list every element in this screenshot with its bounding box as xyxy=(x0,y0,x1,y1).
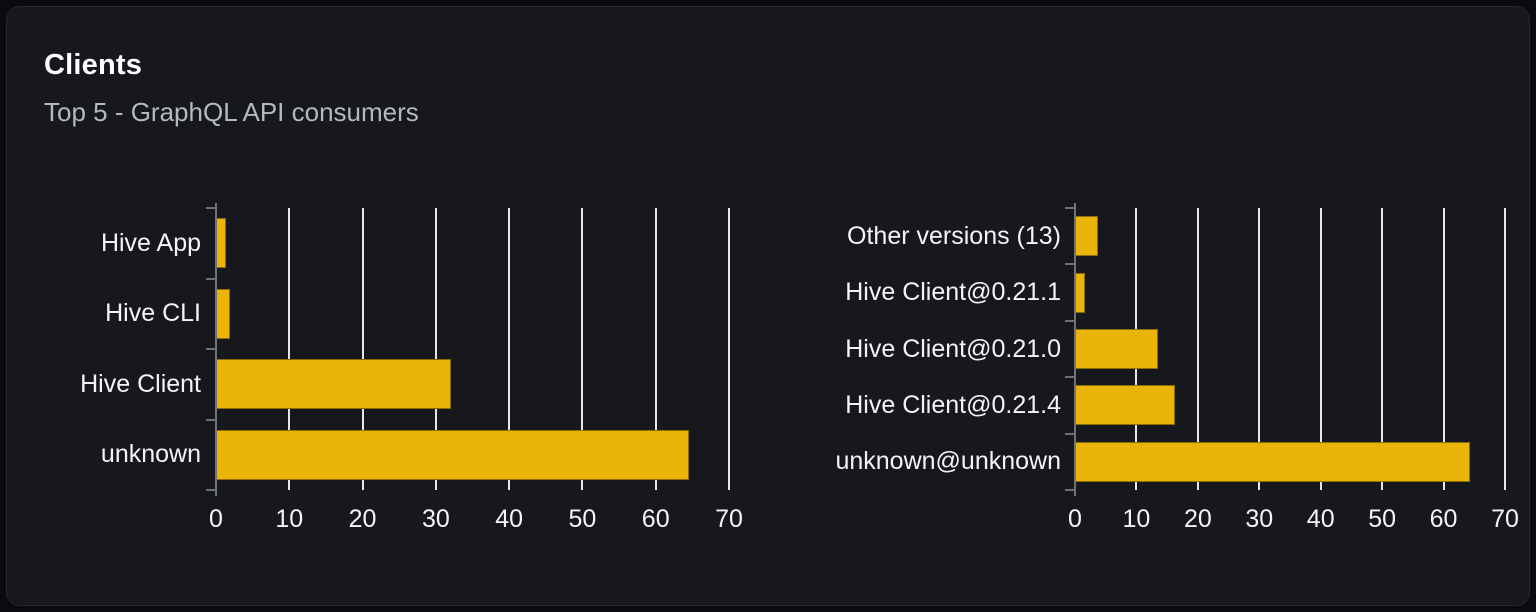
bar[interactable] xyxy=(216,218,226,269)
x-tick-label: 10 xyxy=(275,505,304,533)
x-tick-label: 10 xyxy=(1122,505,1151,533)
gridline xyxy=(728,208,730,490)
gridline xyxy=(1442,208,1445,490)
x-tick-label: 70 xyxy=(1491,505,1519,533)
card-header: Clients Top 5 - GraphQL API consumers xyxy=(44,49,419,128)
axis-tick xyxy=(1065,319,1075,322)
bar[interactable] xyxy=(1075,272,1086,313)
card-subtitle: Top 5 - GraphQL API consumers xyxy=(44,97,419,127)
category-label: Hive Client xyxy=(80,369,201,398)
bar[interactable] xyxy=(216,359,451,410)
axis-tick xyxy=(206,489,216,491)
x-tick-label: 50 xyxy=(568,505,597,533)
x-tick-label: 40 xyxy=(495,505,524,533)
x-tick-label: 60 xyxy=(1429,505,1458,533)
x-tick-label: 0 xyxy=(209,505,223,533)
gridline xyxy=(288,208,291,490)
bar[interactable] xyxy=(1075,329,1158,369)
card-title: Clients xyxy=(44,49,143,81)
clients-card: Clients Top 5 - GraphQL API consumers Hi… xyxy=(6,6,1530,606)
category-label: Hive Client@0.21.1 xyxy=(845,278,1061,307)
category-label: Hive Client@0.21.4 xyxy=(845,390,1061,419)
x-tick-label: 40 xyxy=(1306,505,1335,533)
category-label: Hive App xyxy=(100,228,201,257)
bar[interactable] xyxy=(1075,385,1176,426)
y-axis-line xyxy=(1074,203,1076,496)
axis-tick xyxy=(1065,376,1075,379)
category-label: Other versions (13) xyxy=(847,221,1061,250)
x-tick-label: 60 xyxy=(641,505,670,533)
x-tick-label: 0 xyxy=(1068,505,1082,533)
x-tick-label: 70 xyxy=(715,505,743,533)
gridline xyxy=(434,208,437,490)
category-label: Hive CLI xyxy=(105,299,201,328)
x-tick-label: 30 xyxy=(1245,505,1274,533)
axis-tick xyxy=(206,277,216,280)
x-tick-label: 30 xyxy=(421,505,450,533)
bar-chart-client-versions: Other versions (13) Hive Client@0.21.1 Hiv… xyxy=(835,203,1519,532)
axis-tick xyxy=(206,207,216,209)
gridline xyxy=(1319,208,1322,490)
bar[interactable] xyxy=(216,429,689,480)
plot-area: 0 10 20 30 40 50 60 70 xyxy=(1065,203,1519,532)
bar-chart-clients: Hive App Hive CLI Hive Client unknown 0 10 20 3… xyxy=(77,203,743,532)
x-tick-label: 50 xyxy=(1368,505,1397,533)
gridline xyxy=(654,208,657,490)
axis-tick xyxy=(206,348,216,350)
x-tick-label: 20 xyxy=(1183,505,1212,533)
axis-tick xyxy=(1065,489,1075,491)
bar[interactable] xyxy=(1075,441,1470,482)
gridline xyxy=(1196,208,1199,490)
category-label: Hive Client@0.21.0 xyxy=(845,334,1061,363)
axis-tick xyxy=(1065,207,1075,209)
category-label: unknown xyxy=(100,440,201,469)
gridline xyxy=(1381,208,1384,490)
x-tick-label: 20 xyxy=(348,505,377,533)
x-axis-labels: 0 10 20 30 40 50 60 70 xyxy=(209,490,743,536)
category-label: unknown@unknown xyxy=(835,447,1061,476)
bar[interactable] xyxy=(216,288,230,339)
gridline xyxy=(1258,208,1261,490)
axis-tick xyxy=(1065,263,1075,266)
gridline xyxy=(361,208,364,490)
y-axis-category-labels: Hive App Hive CLI Hive Client unknown xyxy=(77,208,216,490)
gridline xyxy=(1504,208,1506,490)
y-axis-category-labels: Other versions (13) Hive Client@0.21.1 Hiv… xyxy=(835,208,1075,490)
y-axis-line xyxy=(215,203,217,496)
axis-tick xyxy=(206,418,216,421)
x-axis-labels: 0 10 20 30 40 50 60 70 xyxy=(1068,490,1519,536)
axis-tick xyxy=(1065,432,1075,435)
plot-area: 0 10 20 30 40 50 60 70 xyxy=(206,203,743,532)
bar[interactable] xyxy=(1075,216,1099,257)
gridline xyxy=(581,208,584,490)
gridline xyxy=(508,208,511,490)
